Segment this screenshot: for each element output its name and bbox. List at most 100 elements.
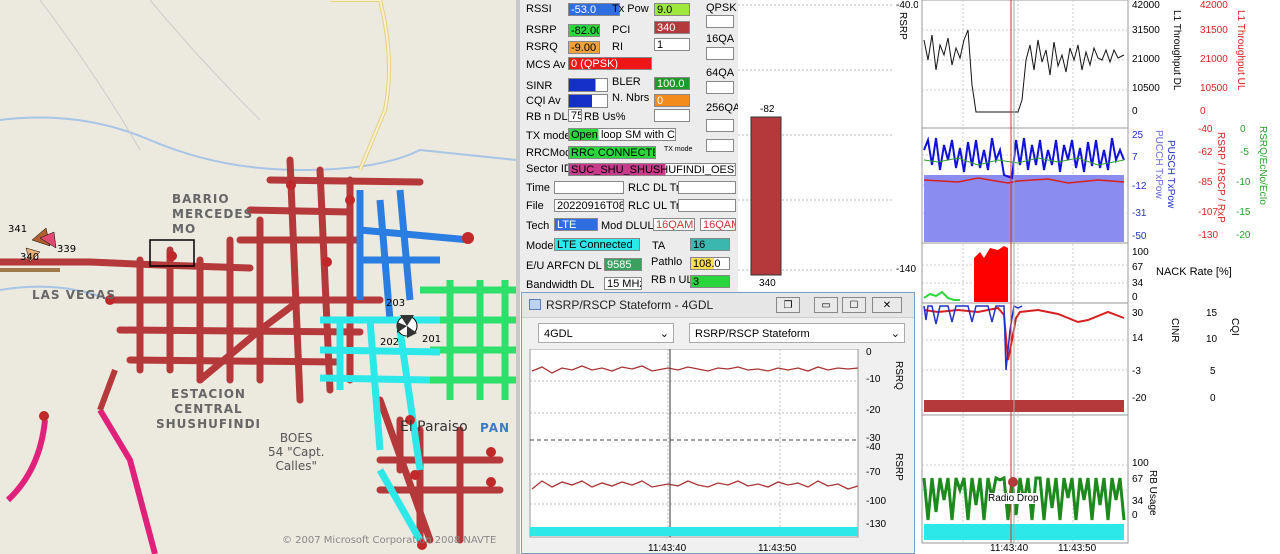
stateform-chart[interactable]: [522, 349, 916, 549]
tick: -10: [1236, 177, 1251, 188]
window-restore-button[interactable]: ❐: [776, 297, 800, 313]
rbdl-label: RB n DL: [526, 111, 568, 123]
bler-value: 100.0: [654, 77, 690, 90]
rsrp-axis-label: RSRP: [893, 453, 904, 481]
qam256-label: 256QA: [706, 102, 741, 114]
rsrp-rscp-label: RSRP / RSCP / RxP: [1215, 132, 1226, 223]
qam-extra-box: [706, 139, 734, 152]
tick: 42000: [1200, 0, 1228, 11]
mcs-label: MCS Av: [526, 59, 566, 71]
throughput-ul-label: L1 Throughput UL: [1235, 10, 1246, 91]
ta-value: 16: [690, 238, 730, 251]
tick: -20: [1132, 393, 1147, 404]
site-label-340: 340: [20, 252, 40, 263]
cqi-axis-label: CQI: [1229, 318, 1240, 336]
moddl-value-dl: 16QAM: [653, 218, 695, 231]
map-copyright: © 2007 Microsoft Corporation 2008 NAVTE: [282, 535, 497, 546]
rsrp-bar: [750, 116, 782, 276]
throughput-dl-label: L1 Throughput DL: [1171, 10, 1182, 91]
rbul-value: 3: [690, 275, 730, 288]
tick: 0: [1132, 510, 1138, 521]
qam64-label: 64QA: [706, 67, 735, 79]
stateform-type-select[interactable]: RSRP/RSCP Stateform ⌄: [689, 323, 905, 343]
rsrp-tick: -40: [866, 442, 881, 453]
tick: -12: [1132, 181, 1147, 192]
map-view[interactable]: BARRIO MERCEDES MO LAS VEGAS ESTACION CE…: [0, 0, 516, 554]
rsrq-value: -9.00: [568, 41, 600, 54]
map-label-las-vegas: LAS VEGAS: [32, 288, 117, 302]
window-minimize-button[interactable]: ▭: [814, 297, 838, 313]
stateform-time-tick: 11:43:40: [648, 543, 687, 554]
chevron-down-icon: ⌄: [659, 328, 669, 340]
tick: 67: [1132, 474, 1144, 485]
qam16-box: [706, 47, 734, 60]
tick: 0: [1200, 106, 1206, 117]
sinr-label: SINR: [526, 80, 553, 92]
sector-value: SUC_SHU_SHUSHUFINDI_OESTE: [568, 163, 736, 176]
window-titlebar[interactable]: RSRP/RSCP Stateform - 4GDL ❐ ▭ ☐ ✕: [522, 293, 914, 318]
rsrp-tick: -100: [866, 496, 887, 507]
pathlo-value: 108.0: [690, 257, 730, 270]
rlcdl-label: RLC DL Tr: [628, 182, 680, 194]
rrc-value: RRC CONNECTE: [568, 146, 656, 159]
rbul-label: RB n UL: [651, 274, 693, 286]
map-label-estacion-central: ESTACION CENTRAL SHUSHUFINDI: [156, 387, 261, 431]
tick: 21000: [1132, 54, 1160, 65]
rsrp-label: RSRP: [526, 24, 557, 36]
tick: 34: [1132, 496, 1144, 507]
rrc-label: RRCMod: [526, 147, 572, 159]
tick: 7: [1132, 152, 1138, 163]
splitter[interactable]: [516, 0, 520, 554]
stateform-window[interactable]: RSRP/RSCP Stateform - 4GDL ❐ ▭ ☐ ✕ 4GDL …: [521, 292, 915, 554]
map-label-boes: BOES 54 "Capt. Calles": [268, 431, 325, 473]
tick: 15: [1206, 308, 1218, 319]
txmode-value: Open loop SM with CD: [568, 128, 676, 141]
site-label-203: 203: [386, 298, 406, 309]
rsrp-bar-value: -82: [760, 104, 775, 115]
rlcul-label: RLC UL Tr: [628, 200, 680, 212]
tech-value: LTE: [554, 218, 598, 231]
pci-value: 340: [654, 21, 690, 34]
tick: 0: [1240, 124, 1246, 135]
pathlo-label: Pathlo: [651, 256, 683, 268]
site-marker-west: [25, 227, 57, 263]
rsrq-tick: -20: [866, 405, 881, 416]
rbdl-value: 75: [568, 109, 582, 122]
mode-label: Mode: [526, 240, 554, 252]
rsrp-bar-pci: 340: [759, 278, 776, 289]
mcs-value: 0 (QPSK): [568, 57, 652, 70]
graph-panels[interactable]: 42000 31500 21000 10500 0 42000 31500 21…: [918, 0, 1280, 554]
tick: 100: [1132, 458, 1149, 469]
tick: -50: [1132, 231, 1147, 242]
window-title: RSRP/RSCP Stateform - 4GDL: [546, 298, 714, 312]
qpsk-label: QPSK: [706, 2, 737, 14]
rlcdl-value: [678, 181, 736, 194]
tick: -107: [1198, 207, 1219, 218]
tick: 0: [1132, 106, 1138, 117]
map-canvas[interactable]: [0, 0, 516, 554]
txmode-label: TX mode: [526, 130, 571, 142]
tick: -15: [1236, 207, 1251, 218]
rsrp-colorbar-panel: -40.0 -140 RSRP -82 340: [738, 0, 919, 292]
radio-drop-label[interactable]: Radio Drop: [988, 493, 1039, 504]
rb-usage-label: RB Usage: [1147, 470, 1158, 516]
file-value: 20220916T08: [554, 199, 624, 212]
tick: 100: [1132, 247, 1149, 258]
tick: 14: [1132, 333, 1144, 344]
tick: -5: [1240, 147, 1249, 158]
tick: -40: [1198, 124, 1213, 135]
txpow-label: Tx Pow: [612, 3, 649, 15]
stateform-time-tick: 11:43:50: [758, 543, 797, 554]
technology-select[interactable]: 4GDL ⌄: [538, 323, 674, 343]
arfcn-label: E/U ARFCN DL: [526, 260, 602, 272]
graph-canvas[interactable]: [918, 0, 1280, 554]
tick: -20: [1236, 230, 1251, 241]
tech-label: Tech: [526, 220, 550, 232]
moddl-label: Mod DLUL: [601, 220, 654, 232]
rbus-value: [654, 109, 690, 122]
window-close-button[interactable]: ✕: [872, 297, 902, 313]
graph-time-tick: 11:43:40: [990, 543, 1029, 554]
window-maximize-button[interactable]: ☐: [842, 297, 866, 313]
bw-label: Bandwidth DL: [526, 279, 595, 291]
nack-label: NACK Rate [%]: [1156, 266, 1232, 278]
